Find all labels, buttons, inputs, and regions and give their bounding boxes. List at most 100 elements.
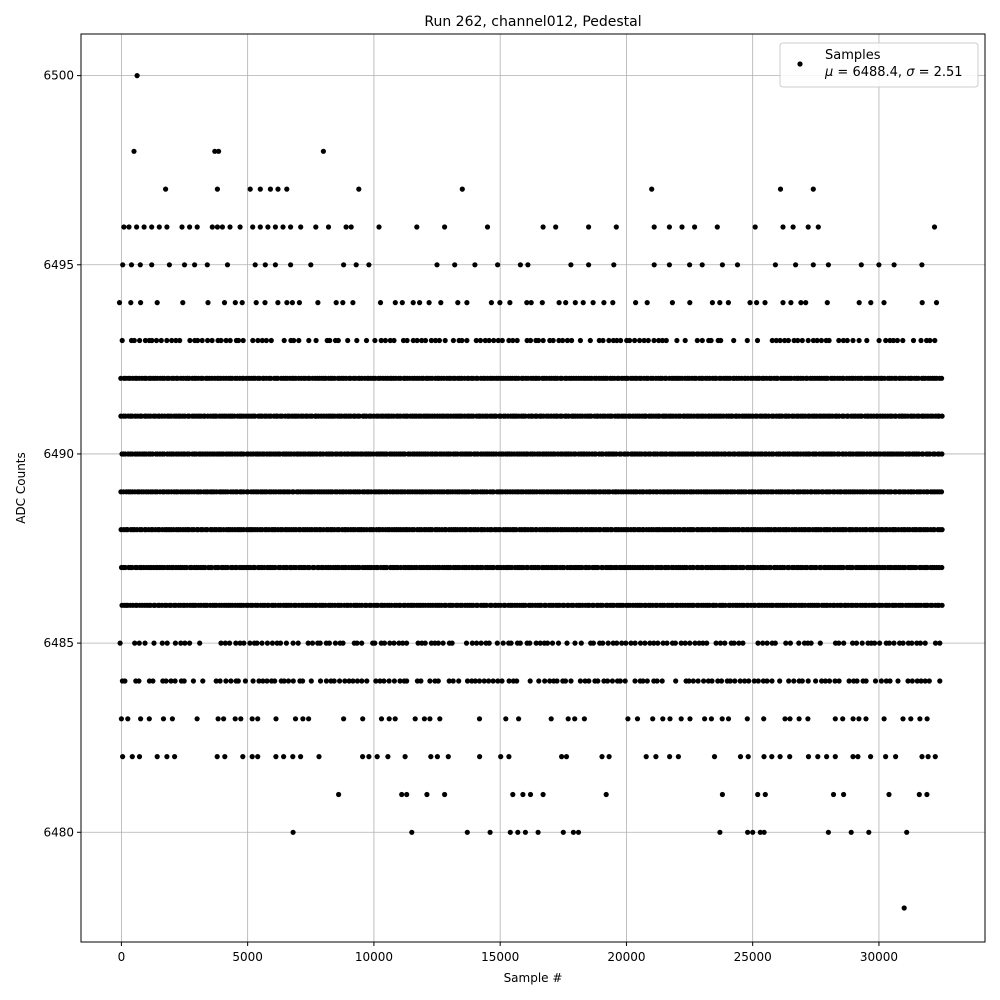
data-point [377,300,384,306]
data-point [654,678,660,684]
data-point [840,337,847,344]
data-point [137,262,143,268]
data-point [627,337,633,344]
data-point [777,678,783,684]
data-point [841,791,847,798]
data-point [687,716,693,722]
data-point [427,716,433,722]
data-point [537,640,543,646]
data-point [372,337,378,344]
data-point [217,678,223,684]
data-point [915,375,922,381]
data-point [366,262,372,268]
data-point [128,300,134,306]
data-point [134,73,140,79]
data-point [426,300,432,306]
data-point [514,678,520,684]
data-point [525,262,531,268]
data-point [762,791,768,798]
data-point [272,224,278,230]
data-point [927,337,933,344]
data-point [177,337,183,344]
data-point [850,640,856,646]
data-point [323,678,329,684]
data-point [227,224,233,230]
data-point [570,829,577,835]
data-point [917,640,924,646]
data-point [288,224,294,230]
data-point [900,337,906,344]
data-point [150,678,156,684]
data-point [933,300,940,306]
data-point [805,754,812,760]
data-point [397,678,403,684]
data-point [718,678,725,684]
data-point [540,337,546,344]
data-point [172,678,178,684]
data-point [237,640,243,646]
data-point [900,640,906,646]
data-point [131,148,137,154]
data-point [118,716,124,722]
data-point [732,678,738,684]
data-point [702,716,708,722]
data-point [298,224,304,230]
data-point [536,678,542,684]
data-point [918,337,924,344]
data-point [687,262,693,268]
data-point [544,640,551,646]
data-point [363,337,370,344]
data-point [341,716,347,722]
data-point [172,640,178,646]
data-point [237,224,243,230]
data-point [472,262,478,268]
data-point [200,678,206,684]
data-point [772,262,779,268]
data-point [137,337,143,344]
data-point [939,413,945,419]
data-point [556,337,562,344]
data-point [540,224,546,230]
data-point [435,678,441,684]
y-tick-label: 6500 [43,69,74,83]
data-point [498,754,504,760]
data-point [169,716,175,722]
data-point [164,754,170,760]
data-point [255,754,261,760]
data-point [922,678,928,684]
data-point [777,754,783,760]
data-point [296,337,302,344]
data-point [731,337,737,344]
data-point [547,678,553,684]
data-point [876,262,882,268]
data-point [603,791,609,798]
data-point [446,678,452,684]
data-point [164,337,170,344]
data-point [497,300,503,306]
data-point [402,754,408,760]
data-point [132,640,138,646]
data-point [385,754,391,760]
data-point [291,337,297,344]
data-point [604,678,611,684]
data-point [187,337,193,344]
y-tick-label: 6485 [43,636,74,650]
data-point [450,337,456,344]
data-point [235,678,241,684]
data-point [254,640,260,646]
data-point [391,337,397,344]
data-point [250,678,256,684]
data-point [434,262,440,268]
data-point [527,678,533,684]
data-point [459,337,465,344]
data-point [495,678,501,684]
data-point [392,300,398,306]
data-point [890,337,897,344]
data-point [484,602,490,608]
data-point [769,678,775,684]
data-point [335,337,341,344]
data-point [575,829,582,835]
data-point [131,337,137,344]
data-point [666,224,673,230]
data-point [714,224,720,230]
